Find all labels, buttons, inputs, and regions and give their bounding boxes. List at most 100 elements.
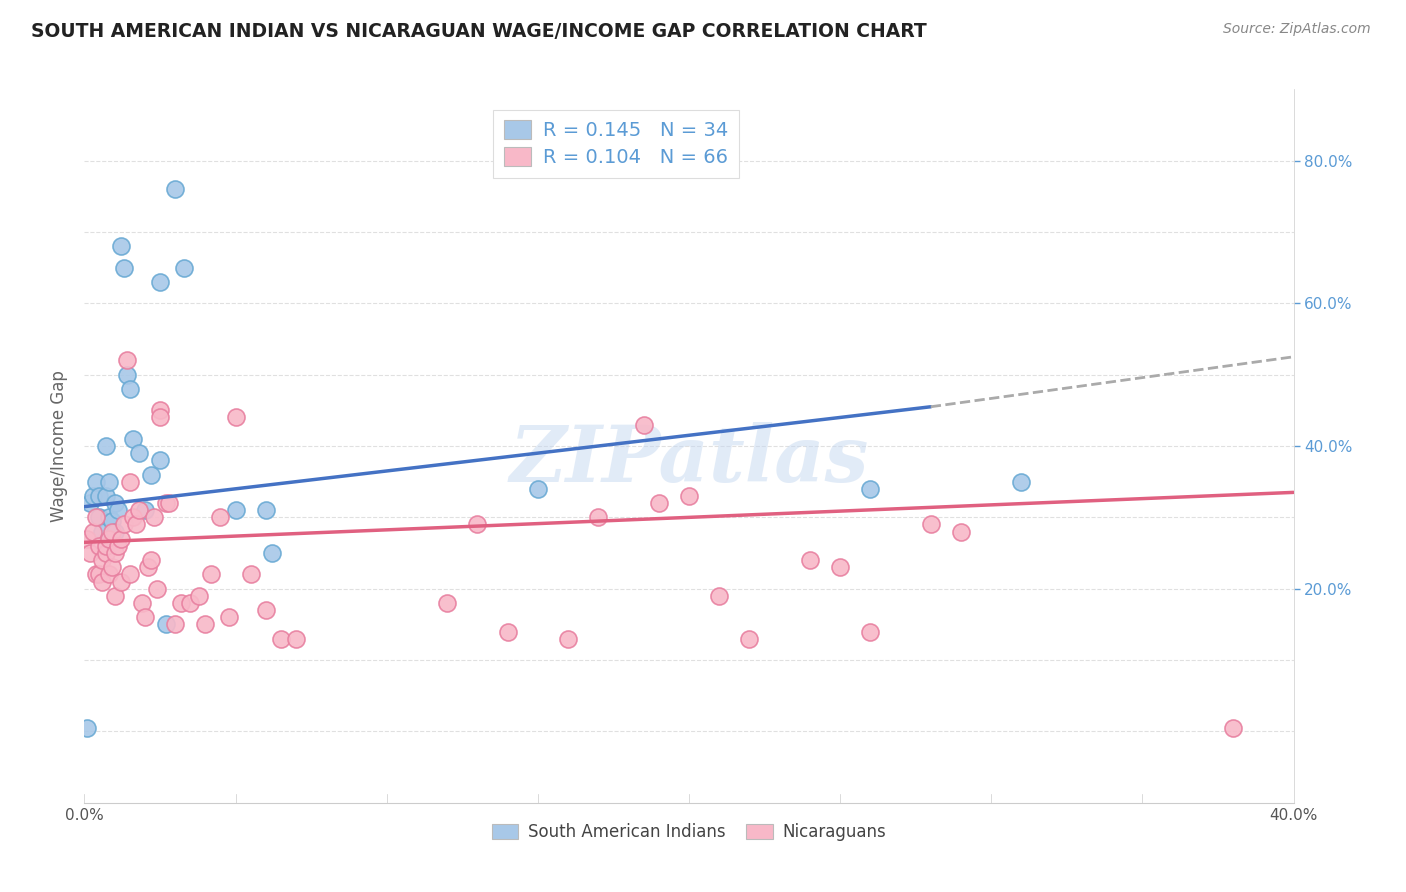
Point [115, 368, 138, 382]
Point [91, 574, 114, 589]
Point [115, 353, 138, 368]
Point [1222, 721, 1244, 735]
Point [239, 567, 262, 582]
Point [107, 503, 129, 517]
Point [209, 510, 232, 524]
Point [648, 496, 671, 510]
Point [157, 496, 180, 510]
Point [121, 432, 143, 446]
Point [89, 567, 111, 582]
Point [678, 489, 700, 503]
Point [89, 510, 111, 524]
Point [588, 510, 610, 524]
Point [110, 532, 132, 546]
Point [128, 446, 150, 460]
Point [467, 517, 489, 532]
Point [118, 475, 141, 489]
Point [139, 467, 162, 482]
Point [134, 503, 156, 517]
Point [950, 524, 973, 539]
Point [496, 624, 519, 639]
Point [94, 546, 117, 560]
Point [112, 517, 135, 532]
Point [86, 475, 108, 489]
Point [79, 546, 101, 560]
Point [254, 503, 277, 517]
Point [225, 503, 247, 517]
Point [179, 596, 201, 610]
Point [100, 524, 122, 539]
Point [91, 553, 114, 567]
Point [97, 567, 120, 582]
Point [218, 610, 240, 624]
Point [107, 539, 129, 553]
Text: ZIPatlas: ZIPatlas [509, 422, 869, 499]
Point [149, 410, 172, 425]
Point [633, 417, 655, 432]
Text: Source: ZipAtlas.com: Source: ZipAtlas.com [1223, 22, 1371, 37]
Point [104, 589, 127, 603]
Y-axis label: Wage/Income Gap: Wage/Income Gap [51, 370, 69, 522]
Point [225, 410, 247, 425]
Text: SOUTH AMERICAN INDIAN VS NICARAGUAN WAGE/INCOME GAP CORRELATION CHART: SOUTH AMERICAN INDIAN VS NICARAGUAN WAGE… [31, 22, 927, 41]
Point [128, 503, 150, 517]
Point [285, 632, 308, 646]
Point [97, 510, 120, 524]
Point [859, 624, 882, 639]
Point [1011, 475, 1033, 489]
Point [91, 524, 114, 539]
Point [100, 560, 122, 574]
Point [165, 182, 187, 196]
Point [76, 532, 98, 546]
Point [134, 610, 156, 624]
Point [254, 603, 277, 617]
Point [799, 553, 821, 567]
Point [738, 632, 761, 646]
Point [118, 382, 141, 396]
Point [118, 567, 141, 582]
Point [82, 489, 104, 503]
Point [149, 453, 172, 467]
Point [86, 510, 108, 524]
Point [104, 546, 127, 560]
Point [76, 721, 98, 735]
Point [270, 632, 292, 646]
Point [121, 510, 143, 524]
Point [89, 539, 111, 553]
Point [136, 560, 159, 574]
Point [139, 553, 162, 567]
Point [188, 589, 211, 603]
Point [173, 260, 195, 275]
Point [155, 617, 177, 632]
Point [110, 574, 132, 589]
Point [94, 439, 117, 453]
Point [170, 596, 193, 610]
Point [149, 403, 172, 417]
Legend: South American Indians, Nicaraguans: South American Indians, Nicaraguans [485, 817, 893, 848]
Point [709, 589, 731, 603]
Point [436, 596, 458, 610]
Point [97, 532, 120, 546]
Point [859, 482, 882, 496]
Point [155, 496, 177, 510]
Point [200, 567, 222, 582]
Point [260, 546, 283, 560]
Point [94, 489, 117, 503]
Point [94, 539, 117, 553]
Point [557, 632, 579, 646]
Point [89, 489, 111, 503]
Point [165, 617, 187, 632]
Point [146, 582, 169, 596]
Point [104, 496, 127, 510]
Point [142, 510, 165, 524]
Point [79, 496, 101, 510]
Point [527, 482, 550, 496]
Point [125, 517, 148, 532]
Point [100, 514, 122, 528]
Point [920, 517, 942, 532]
Point [110, 239, 132, 253]
Point [97, 475, 120, 489]
Point [194, 617, 217, 632]
Point [131, 596, 153, 610]
Point [86, 567, 108, 582]
